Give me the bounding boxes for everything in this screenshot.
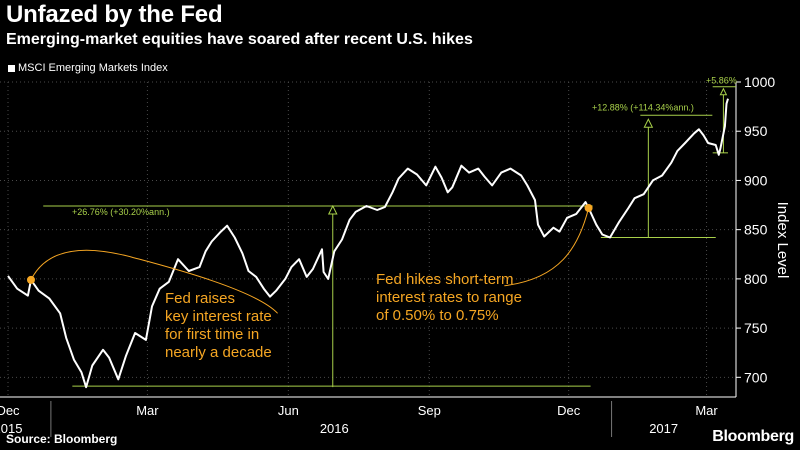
x-tick-label: Dec: [0, 403, 20, 418]
measure-arrow: [327, 204, 338, 215]
legend: MSCI Emerging Markets Index: [8, 62, 168, 74]
event-callout-curve: [504, 207, 590, 287]
source-note: Source: Bloomberg: [6, 432, 118, 446]
event-label-line: interest rates to range: [376, 289, 522, 306]
measure-label: +12.88% (+114.34%ann.): [592, 102, 694, 112]
x-tick-label: Jun: [278, 403, 299, 418]
year-label: 2017: [649, 421, 678, 436]
event-label-line: for first time in: [165, 326, 259, 343]
measure-label: +26.76% (+30.20%ann.): [72, 207, 170, 217]
y-tick-label: 950: [744, 123, 768, 139]
event-label-line: nearly a decade: [165, 344, 272, 361]
event-marker: [584, 204, 593, 212]
event-marker: [26, 275, 35, 284]
chart-subtitle: Emerging-market equities have soared aft…: [6, 31, 473, 48]
x-tick-label: Mar: [136, 403, 159, 418]
measure-arrow: [643, 118, 654, 128]
bloomberg-logo: Bloomberg: [712, 428, 794, 445]
event-label-line: Fed hikes short-term: [376, 271, 514, 288]
measure-arrow: [719, 87, 728, 96]
event-label-line: Fed raises: [165, 290, 235, 307]
legend-swatch: [8, 64, 15, 72]
x-tick-label: Dec: [557, 403, 581, 418]
legend-label: MSCI Emerging Markets Index: [18, 62, 168, 74]
x-tick-label: Sep: [418, 403, 441, 418]
year-label: 2016: [320, 421, 349, 436]
y-tick-label: 750: [744, 320, 768, 336]
y-axis-label: Index Level: [774, 202, 791, 279]
y-tick-label: 700: [744, 369, 768, 385]
chart-title: Unfazed by the Fed: [6, 1, 223, 28]
event-label-line: key interest rate: [165, 308, 272, 325]
y-tick-label: 800: [744, 271, 768, 287]
y-tick-label: 900: [744, 172, 768, 188]
year-label: 2015: [0, 421, 22, 436]
series-line-msci-em: [7, 98, 729, 389]
event-callout-curve: [30, 249, 278, 314]
event-label-line: of 0.50% to 0.75%: [376, 307, 499, 324]
y-tick-label: 850: [744, 222, 768, 238]
measure-label: +5.86%: [706, 76, 737, 86]
y-tick-label: 1000: [744, 74, 775, 90]
x-tick-label: Mar: [695, 403, 718, 418]
